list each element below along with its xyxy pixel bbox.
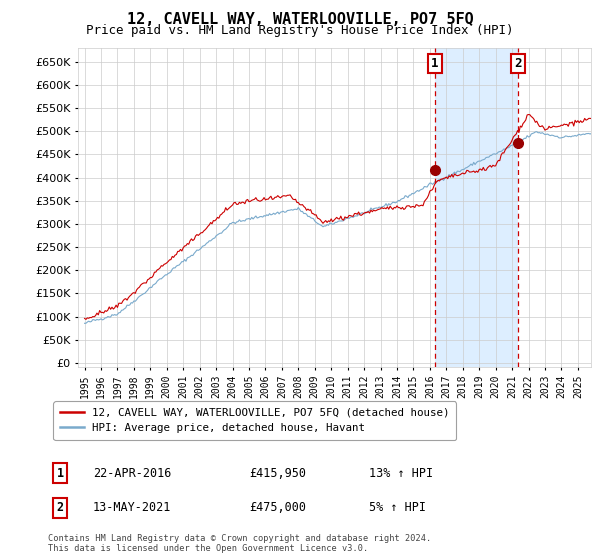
Text: £415,950: £415,950 — [249, 466, 306, 480]
Text: 1: 1 — [56, 466, 64, 480]
Text: 2: 2 — [56, 501, 64, 515]
Text: 13-MAY-2021: 13-MAY-2021 — [93, 501, 172, 515]
Text: 1: 1 — [431, 57, 439, 71]
Legend: 12, CAVELL WAY, WATERLOOVILLE, PO7 5FQ (detached house), HPI: Average price, det: 12, CAVELL WAY, WATERLOOVILLE, PO7 5FQ (… — [53, 402, 457, 440]
Text: £475,000: £475,000 — [249, 501, 306, 515]
Text: 22-APR-2016: 22-APR-2016 — [93, 466, 172, 480]
Bar — [434, 48, 518, 367]
Text: 2: 2 — [514, 57, 522, 71]
Text: 5% ↑ HPI: 5% ↑ HPI — [369, 501, 426, 515]
Text: 12, CAVELL WAY, WATERLOOVILLE, PO7 5FQ: 12, CAVELL WAY, WATERLOOVILLE, PO7 5FQ — [127, 12, 473, 27]
Text: 13% ↑ HPI: 13% ↑ HPI — [369, 466, 433, 480]
Text: Contains HM Land Registry data © Crown copyright and database right 2024.
This d: Contains HM Land Registry data © Crown c… — [48, 534, 431, 553]
Text: Price paid vs. HM Land Registry's House Price Index (HPI): Price paid vs. HM Land Registry's House … — [86, 24, 514, 37]
